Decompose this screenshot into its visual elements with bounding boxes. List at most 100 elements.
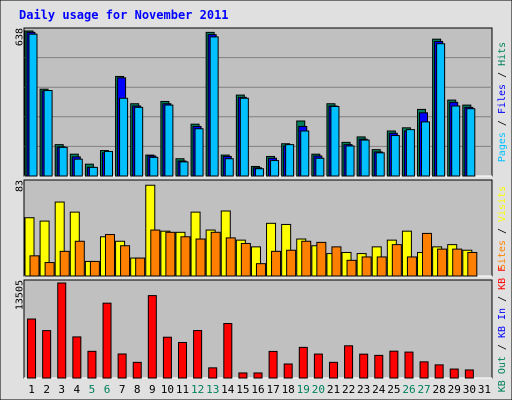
bar-kbytes-kb-f-day-29	[449, 368, 459, 379]
bar-kbytes-kb-f-day-6	[102, 302, 112, 379]
legend-entry-pages: Pages	[497, 132, 508, 162]
bar-visits-sites-day-17	[271, 250, 282, 277]
x-tick-label-day-17: 17	[266, 383, 279, 396]
bar-visits-sites-day-9	[150, 229, 161, 277]
bar-hits-pages-day-20	[315, 157, 325, 177]
legend-entry-hits: Hits	[497, 42, 508, 66]
kbytes-plot-area	[23, 279, 493, 379]
bar-hits-pages-day-5	[88, 166, 98, 177]
x-tick-label-day-12: 12	[191, 383, 204, 396]
bar-kbytes-kb-f-day-2	[42, 330, 52, 379]
bar-hits-pages-day-30	[466, 108, 476, 177]
bar-kbytes-kb-f-day-14	[223, 323, 233, 379]
x-tick-label-day-18: 18	[282, 383, 295, 396]
hits-ymax-label: 638	[14, 28, 25, 46]
bar-visits-sites-day-27	[422, 232, 433, 277]
bar-kbytes-kb-f-day-25	[389, 350, 399, 379]
bar-visits-sites-day-29	[452, 248, 463, 277]
x-tick-label-day-23: 23	[357, 383, 370, 396]
kbytes-ymax-label: 13505	[14, 280, 25, 310]
bar-hits-pages-day-15	[239, 97, 249, 177]
hits-legend: Pages / Files / Hits	[497, 42, 508, 162]
x-tick-label-day-9: 9	[149, 383, 156, 396]
bar-visits-sites-day-21	[331, 246, 342, 277]
bar-kbytes-kb-f-day-10	[162, 336, 172, 379]
x-tick-label-day-3: 3	[58, 383, 65, 396]
bar-visits-sites-day-8	[135, 257, 146, 277]
bar-visits-sites-day-13	[210, 231, 221, 277]
x-tick-label-day-4: 4	[74, 383, 81, 396]
chart-title: Daily usage for November 2011	[19, 8, 229, 22]
bar-hits-pages-day-14	[224, 158, 234, 177]
bar-visits-sites-day-10	[165, 231, 176, 277]
bar-visits-sites-day-7	[120, 245, 131, 277]
x-tick-label-day-27: 27	[417, 383, 430, 396]
bar-hits-pages-day-16	[254, 168, 264, 177]
x-tick-label-day-5: 5	[89, 383, 96, 396]
bar-kbytes-kb-f-day-22	[344, 345, 354, 379]
bar-kbytes-kb-f-day-20	[313, 353, 323, 379]
bar-kbytes-kb-f-day-19	[298, 346, 308, 379]
x-tick-label-day-24: 24	[372, 383, 386, 396]
x-tick-label-day-15: 15	[236, 383, 249, 396]
bar-visits-sites-day-15	[240, 243, 251, 277]
bar-visits-sites-day-30	[467, 251, 478, 277]
bar-hits-pages-day-27	[421, 121, 431, 177]
bar-visits-sites-day-1	[29, 255, 40, 277]
bar-hits-pages-day-3	[58, 146, 68, 177]
x-tick-label-day-16: 16	[251, 383, 264, 396]
bar-visits-sites-day-20	[316, 241, 327, 277]
bar-visits-sites-day-3	[59, 250, 70, 277]
bar-hits-pages-day-11	[179, 161, 189, 177]
legend-entry-sites: Sites	[497, 240, 508, 270]
bar-hits-pages-day-18	[285, 144, 295, 177]
x-tick-label-day-10: 10	[161, 383, 174, 396]
x-tick-label-day-21: 21	[327, 383, 340, 396]
kbytes-legend: KB Out / KB In / KB F	[497, 266, 508, 392]
visits-panel: 83 Sites / Visits	[14, 179, 508, 277]
bar-hits-pages-day-8	[134, 106, 144, 177]
bar-kbytes-kb-f-day-24	[374, 354, 384, 379]
bar-kbytes-kb-f-day-3	[57, 282, 67, 379]
legend-entry-separator: /	[497, 290, 508, 308]
x-tick-label-day-30: 30	[463, 383, 476, 396]
x-tick-label-day-1: 1	[28, 383, 35, 396]
bar-kbytes-kb-f-day-12	[193, 330, 203, 379]
bar-kbytes-kb-f-day-28	[434, 364, 444, 379]
x-tick-label-day-25: 25	[387, 383, 400, 396]
bar-visits-sites-day-25	[391, 244, 402, 277]
bar-kbytes-kb-f-day-30	[464, 369, 474, 379]
bar-hits-pages-day-24	[375, 152, 385, 177]
bar-kbytes-kb-f-day-27	[419, 361, 429, 379]
bar-hits-pages-day-26	[405, 129, 415, 177]
legend-entry-kb-out: KB Out	[497, 356, 508, 392]
x-axis-tick-labels: 1 2 3 4 5 6 7 8 9 10 11 12 13 14 15 16 17 18 19 20 21 22 23 24 2…	[28, 383, 491, 396]
bar-visits-sites-day-4	[74, 240, 85, 277]
x-tick-label-day-7: 7	[119, 383, 126, 396]
x-tick-label-day-28: 28	[433, 383, 446, 396]
visits-legend: Sites / Visits	[497, 186, 508, 270]
bar-hits-pages-day-12	[194, 128, 204, 177]
bar-kbytes-kb-f-day-16	[253, 372, 263, 379]
bar-hits-pages-day-9	[149, 156, 159, 177]
bar-hits-pages-day-28	[436, 43, 446, 177]
bar-kbytes-kb-f-day-13	[208, 367, 218, 379]
bar-kbytes-kb-f-day-4	[72, 336, 82, 379]
bar-kbytes-kb-f-day-21	[328, 361, 338, 379]
legend-entry-separator: /	[497, 222, 508, 240]
bar-visits-sites-day-28	[437, 248, 448, 277]
bar-visits-sites-day-2	[44, 262, 55, 277]
x-tick-label-day-29: 29	[448, 383, 461, 396]
x-tick-label-day-14: 14	[221, 383, 235, 396]
bar-hits-pages-day-10	[164, 104, 174, 177]
bar-visits-sites-day-11	[180, 236, 191, 277]
bar-visits-sites-day-22	[346, 259, 357, 277]
bar-hits-pages-day-21	[330, 105, 340, 177]
bar-visits-sites-day-12	[195, 238, 206, 277]
bar-visits-sites-day-23	[361, 256, 372, 277]
bar-kbytes-kb-f-day-17	[268, 350, 278, 379]
legend-entry-separator: /	[497, 338, 508, 356]
